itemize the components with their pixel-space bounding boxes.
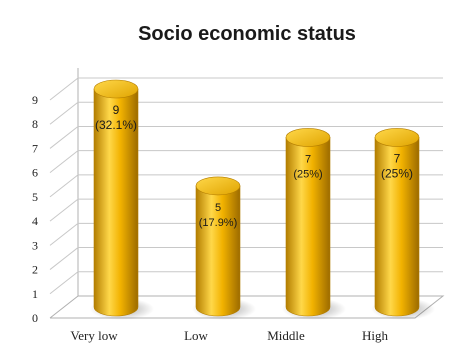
gridline [49,77,443,101]
data-label-percent: (32.1%) [95,118,137,132]
y-tick-label: 0 [32,311,38,325]
y-tick-label: 3 [32,238,38,252]
data-label-percent: (25%) [293,168,322,180]
y-axis-ticks: 0 1 2 3 4 5 6 7 8 9 [32,93,38,325]
data-label-percent: (17.9%) [199,217,238,229]
y-tick-label: 2 [32,263,38,277]
y-tick-label: 1 [32,287,38,301]
y-tick-label: 5 [32,190,38,204]
x-tick-label: Very low [70,328,118,343]
bar: 9(32.1%) [90,79,154,320]
bar-cap [374,128,420,147]
x-tick-label: Middle [267,328,305,343]
chart-title: Socio economic status [138,23,356,45]
gridline [49,125,443,149]
x-tick-label: Low [184,328,208,343]
data-label-value: 7 [305,153,311,165]
y-tick-label: 9 [32,93,38,107]
y-tick-label: 6 [32,166,38,180]
bar: 7 (25%) [282,128,346,320]
bar: 5 (17.9%) [192,176,256,320]
x-tick-label: High [362,328,389,343]
bar-cap [195,176,241,196]
bar-body [374,137,420,317]
y-tick-label: 8 [32,117,38,131]
bar-cap [285,128,331,147]
bar-cap [93,79,139,99]
data-label-value: 7 [394,151,401,165]
x-axis-ticks: Very low Low Middle High [70,328,388,343]
data-label-value: 5 [215,202,221,214]
data-label-value: 9 [113,103,120,117]
bar-body [93,88,139,317]
bar-body [195,185,241,317]
y-tick-label: 7 [32,141,38,155]
bar: 7(25%) [371,128,435,320]
y-tick-label: 4 [32,214,38,228]
gridline [49,101,443,125]
bar-body [285,137,331,317]
data-label-percent: (25%) [381,166,413,180]
bars: 9(32.1%)5(17.9%)7(25%)7(25%) [90,79,435,320]
